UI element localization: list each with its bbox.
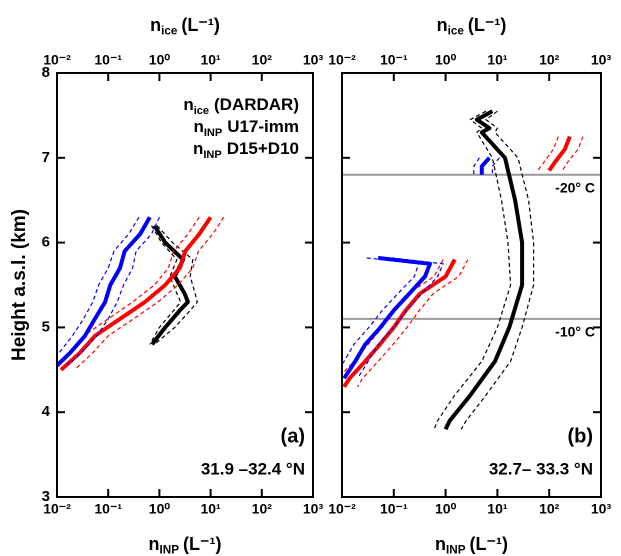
legend-subscript: INP <box>204 127 222 139</box>
legend-symbol: n <box>183 95 193 114</box>
y-tick-label: 5 <box>42 318 50 335</box>
reference-label: -20° C <box>555 179 595 195</box>
x2-tick-label: 10² <box>252 52 273 68</box>
x-tick-label: 10¹ <box>200 501 221 517</box>
legend-entry: nINP D15+D10 <box>193 139 299 160</box>
x-tick-label: 10⁰ <box>149 501 171 517</box>
symbol: n <box>437 15 448 35</box>
y-tick-label: 8 <box>42 64 50 81</box>
range-line <box>149 225 182 345</box>
y-axis-title: Height a.s.l. (km) <box>9 209 30 361</box>
axis-title: nice (L⁻¹) <box>150 15 220 38</box>
x2-tick-label: 10³ <box>591 52 612 68</box>
x-tick-label: 10² <box>539 501 560 517</box>
unit: (L⁻¹) <box>183 534 221 554</box>
range-line <box>357 136 584 388</box>
legend-symbol: n <box>193 117 203 136</box>
reference-label: -10° C <box>555 324 595 340</box>
x-tick-label: 10⁻¹ <box>94 501 122 517</box>
range-line <box>342 157 480 366</box>
legend-subscript: INP <box>203 149 221 161</box>
latitude-label: 31.9 –32.4 °N <box>201 459 305 478</box>
x-tick-label: 10⁻¹ <box>380 501 408 517</box>
range-line <box>433 110 512 430</box>
legend-name: (DARDAR) <box>214 95 299 114</box>
axis-title: nINP (L⁻¹) <box>435 534 508 556</box>
axis-title: nice (L⁻¹) <box>437 15 507 38</box>
x2-tick-label: 10⁻² <box>43 52 71 68</box>
x-tick-label: 10² <box>252 501 273 517</box>
profile-line <box>443 109 525 431</box>
range-line <box>67 216 160 367</box>
x2-tick-label: 10⁻¹ <box>380 52 408 68</box>
x-tick-label: 10¹ <box>487 501 508 517</box>
subscript: ice <box>161 24 178 37</box>
panel-label: (b) <box>567 425 593 447</box>
y-tick-label: 3 <box>42 488 50 505</box>
series-group <box>57 216 225 372</box>
x2-tick-label: 10¹ <box>487 52 508 68</box>
range-line <box>74 216 225 371</box>
x-tick-label: 10⁻² <box>43 501 71 517</box>
series-group <box>342 109 584 431</box>
range-line <box>57 216 200 365</box>
y-tick-label: 6 <box>42 234 50 251</box>
x-tick-label: 10³ <box>591 501 612 517</box>
legend-symbol: n <box>193 139 203 158</box>
x2-tick-label: 10⁻² <box>328 52 356 68</box>
legend-entry: nice (DARDAR) <box>183 95 299 116</box>
legend-name: U17-imm <box>227 117 299 136</box>
legend-subscript: ice <box>194 105 209 117</box>
y-tick-label: 7 <box>42 149 50 166</box>
range-line <box>357 157 500 379</box>
latitude-label: 32.7– 33.3 °N <box>489 459 593 478</box>
y-tick-label: 4 <box>42 403 51 420</box>
symbol: n <box>435 534 446 554</box>
range-line <box>460 110 535 430</box>
unit: (L⁻¹) <box>181 15 219 35</box>
symbol: n <box>150 15 161 35</box>
x2-tick-label: 10⁰ <box>435 52 457 68</box>
plot-frame <box>341 72 602 498</box>
legend-entry: nINP U17-imm <box>193 117 299 138</box>
subscript: ice <box>448 24 465 37</box>
profile-line <box>150 224 190 346</box>
x2-tick-label: 10³ <box>303 52 324 68</box>
profile-line <box>342 156 491 380</box>
unit: (L⁻¹) <box>470 534 508 554</box>
x2-tick-label: 10⁰ <box>149 52 171 68</box>
axis-title: nINP (L⁻¹) <box>149 534 222 556</box>
range-line <box>57 216 140 356</box>
x-tick-label: 10³ <box>303 501 324 517</box>
plot-frame <box>56 72 314 498</box>
x-tick-label: 10⁰ <box>435 501 457 517</box>
range-line <box>154 225 198 345</box>
subscript: INP <box>160 543 180 556</box>
x2-tick-label: 10⁻¹ <box>94 52 122 68</box>
unit: (L⁻¹) <box>468 15 506 35</box>
profile-line <box>59 216 213 372</box>
x2-tick-label: 10² <box>539 52 560 68</box>
x-tick-label: 10⁻² <box>328 501 356 517</box>
subscript: INP <box>446 543 466 556</box>
legend-name: D15+D10 <box>227 139 299 158</box>
panel-label: (a) <box>281 425 305 447</box>
x2-tick-label: 10¹ <box>200 52 221 68</box>
profile-line <box>57 216 152 368</box>
symbol: n <box>149 534 160 554</box>
